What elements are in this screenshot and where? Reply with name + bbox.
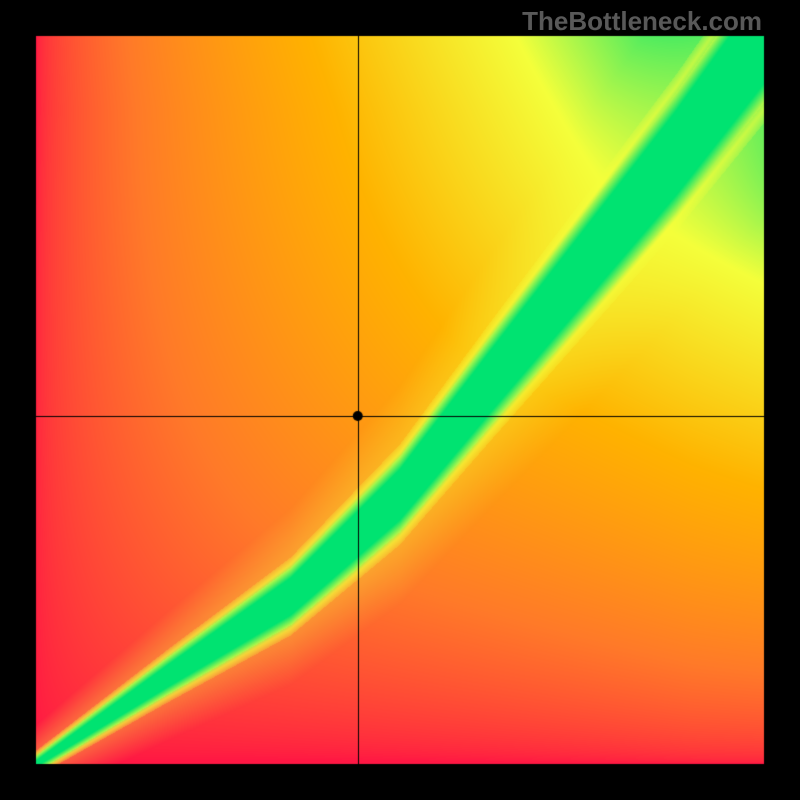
watermark-text: TheBottleneck.com [522, 6, 762, 37]
bottleneck-heatmap [0, 0, 800, 800]
chart-container: { "canvas": { "width": 800, "height": 80… [0, 0, 800, 800]
